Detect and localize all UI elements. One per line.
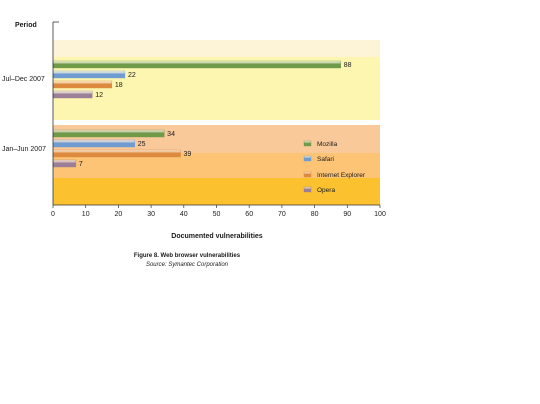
bar-value-labels: 88 22 18 12 34 25 39 7 bbox=[79, 62, 352, 168]
x-tick-label: 100 bbox=[374, 211, 386, 218]
legend-swatch-opera bbox=[303, 186, 312, 193]
bar-mozilla-jul-dec bbox=[52, 60, 341, 69]
band-separator bbox=[53, 120, 380, 125]
legend-swatch-internet-explorer bbox=[303, 171, 312, 178]
legend-swatch-safari bbox=[303, 155, 312, 162]
x-axis-title: Documented vulnerabilities bbox=[171, 233, 263, 240]
background-bands bbox=[53, 40, 380, 205]
bar-safari-jan-jun bbox=[52, 139, 135, 148]
bar-value-label: 39 bbox=[184, 151, 192, 158]
band-mid bbox=[53, 125, 380, 153]
legend: Mozilla Safari Internet Explorer Opera bbox=[303, 140, 366, 194]
axes bbox=[52, 21, 381, 208]
category-labels: Jul–Dec 2007 Jan–Jun 2007 bbox=[2, 76, 46, 153]
x-tick-label: 40 bbox=[180, 211, 188, 218]
legend-label-mozilla: Mozilla bbox=[317, 141, 338, 148]
bar-value-label: 18 bbox=[115, 82, 123, 89]
band-top bbox=[53, 40, 380, 57]
x-tick-label: 0 bbox=[51, 211, 55, 218]
legend-label-safari: Safari bbox=[317, 156, 334, 163]
bar-value-label: 12 bbox=[95, 92, 103, 99]
bar-value-label: 34 bbox=[167, 131, 175, 138]
bar-internet-explorer-jan-jun bbox=[52, 149, 181, 158]
category-label: Jul–Dec 2007 bbox=[2, 76, 45, 83]
legend-label-opera: Opera bbox=[317, 187, 335, 194]
figure-source: Source: Symantec Corporation bbox=[145, 262, 229, 268]
x-tick-label: 20 bbox=[115, 211, 123, 218]
x-tick-label: 90 bbox=[343, 211, 351, 218]
x-tick-labels: 0 10 20 30 40 50 60 70 80 90 100 bbox=[51, 211, 386, 218]
y-axis-title: Period bbox=[15, 22, 37, 29]
x-tick-label: 80 bbox=[311, 211, 319, 218]
category-label: Jan–Jun 2007 bbox=[2, 146, 46, 153]
bar-value-label: 7 bbox=[79, 161, 83, 168]
bar-safari-jul-dec bbox=[52, 70, 126, 79]
legend-label-internet-explorer: Internet Explorer bbox=[317, 172, 366, 179]
figure-caption: Figure 8. Web browser vulnerabilities bbox=[133, 253, 241, 259]
x-tick-label: 50 bbox=[213, 211, 221, 218]
bar-value-label: 22 bbox=[128, 72, 136, 79]
x-tick-label: 70 bbox=[278, 211, 286, 218]
bar-opera-jan-jun bbox=[52, 159, 77, 168]
x-tick-label: 10 bbox=[82, 211, 90, 218]
bar-value-label: 88 bbox=[344, 62, 352, 69]
legend-swatch-mozilla bbox=[303, 140, 312, 147]
x-tick-label: 60 bbox=[245, 211, 253, 218]
bar-opera-jul-dec bbox=[52, 90, 93, 99]
band-bottom bbox=[53, 178, 380, 205]
bar-internet-explorer-jul-dec bbox=[52, 80, 113, 89]
x-tick-label: 30 bbox=[147, 211, 155, 218]
bar-mozilla-jan-jun bbox=[52, 129, 165, 138]
bar-value-label: 25 bbox=[138, 141, 146, 148]
